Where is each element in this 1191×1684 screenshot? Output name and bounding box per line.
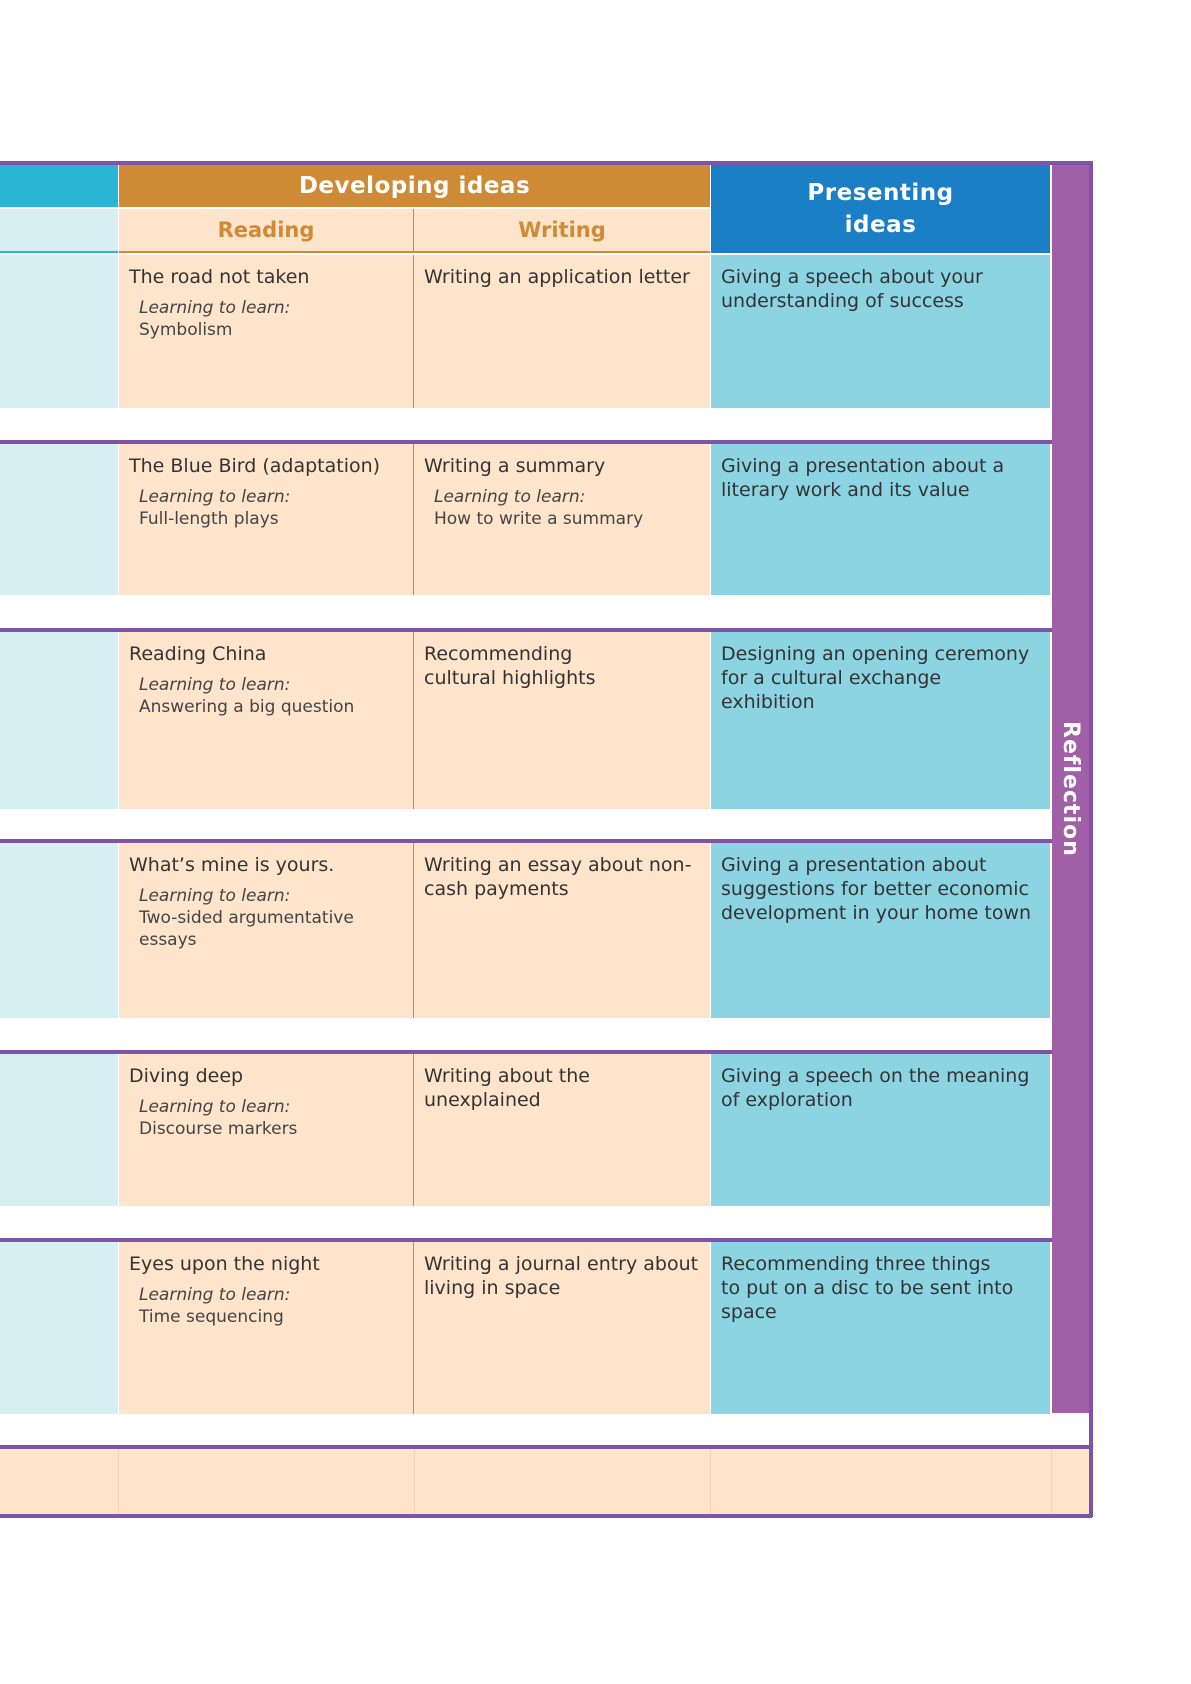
row-5-reading-learn-label: Learning to learn: <box>139 1097 291 1117</box>
row-1-writing-title: Writing an application letter <box>424 266 690 288</box>
row-2-writing-learn-label: Learning to learn: <box>434 487 586 507</box>
table-right-border <box>1089 161 1093 1517</box>
row-divider <box>0 1238 1052 1242</box>
footer-bottom-border <box>0 1514 1092 1518</box>
row-3-reading-cell: Reading China Learning to learn: Answeri… <box>119 632 414 809</box>
footer-column-divider <box>1051 1449 1052 1515</box>
presenting-ideas-header: Presenting ideas <box>711 165 1050 253</box>
row-4-reading-cell: What’s mine is yours. Learning to learn:… <box>119 843 414 1018</box>
row-1-presenting-text: Giving a speech about your understanding… <box>721 266 983 312</box>
row-3-writing-title: Recommending cultural highlights <box>424 643 596 689</box>
reflection-label: Reflection <box>1058 721 1083 857</box>
row-5-unit-cell <box>0 1054 118 1206</box>
reading-header: Reading <box>119 209 414 253</box>
header-left-subband <box>0 209 118 253</box>
row-1-reading-learn: Symbolism <box>139 320 233 340</box>
row-5-reading-cell: Diving deep Learning to learn: Discourse… <box>119 1054 414 1206</box>
footer-column-divider <box>710 1449 711 1515</box>
row-1-reading-cell: The road not taken Learning to learn: Sy… <box>119 255 414 408</box>
row-1-writing-cell: Writing an application letter <box>414 255 710 408</box>
row-1-reading-title: The road not taken <box>129 266 310 288</box>
row-6-reading-learn-label: Learning to learn: <box>139 1285 291 1305</box>
row-2-reading-learn-label: Learning to learn: <box>139 487 291 507</box>
header-left-band <box>0 165 118 207</box>
footer-column-divider <box>118 1449 119 1515</box>
footer-column-divider <box>414 1449 415 1515</box>
row-4-reading-title: What’s mine is yours. <box>129 854 335 876</box>
row-4-presenting-cell: Giving a presentation about suggestions … <box>711 843 1050 1018</box>
row-2-writing-learn: How to write a summary <box>434 509 644 529</box>
row-6-presenting-line-1: Recommending three things <box>721 1253 991 1275</box>
row-4-presenting-text: Giving a presentation about suggestions … <box>721 854 1032 924</box>
row-6-unit-cell <box>0 1242 118 1414</box>
row-6-writing-title: Writing a journal entry about living in … <box>424 1253 699 1299</box>
row-2-writing-cell: Writing a summary Learning to learn: How… <box>414 444 710 595</box>
table-top-border <box>0 161 1092 165</box>
row-6-presenting-cell: Recommending three things to put on a di… <box>711 1242 1050 1414</box>
row-6-reading-cell: Eyes upon the night Learning to learn: T… <box>119 1242 414 1414</box>
row-4-reading-learn-label: Learning to learn: <box>139 886 291 906</box>
row-3-unit-cell <box>0 632 118 809</box>
row-6-writing-cell: Writing a journal entry about living in … <box>414 1242 710 1414</box>
presenting-ideas-label: Presenting ideas <box>807 180 954 238</box>
row-2-unit-cell <box>0 444 118 595</box>
row-3-reading-title: Reading China <box>129 643 267 665</box>
reflection-label-wrap: Reflection <box>1052 165 1089 1413</box>
row-divider <box>0 440 1052 444</box>
row-6-reading-title: Eyes upon the night <box>129 1253 320 1275</box>
row-5-presenting-cell: Giving a speech on the meaning of explor… <box>711 1054 1050 1206</box>
footer-band <box>0 1449 1089 1515</box>
row-2-reading-title: The Blue Bird (adaptation) <box>129 455 381 477</box>
row-2-presenting-text: Giving a presentation about a literary w… <box>721 455 1005 501</box>
row-4-writing-title: Writing an essay about non-cash payments <box>424 854 692 900</box>
writing-header: Writing <box>414 209 710 253</box>
developing-ideas-header: Developing ideas <box>119 165 710 207</box>
row-3-reading-learn-label: Learning to learn: <box>139 675 291 695</box>
row-3-presenting-cell: Designing an opening ceremony for a cult… <box>711 632 1050 809</box>
footer-top-border <box>0 1445 1092 1449</box>
row-3-reading-learn: Answering a big question <box>139 697 355 717</box>
row-2-presenting-cell: Giving a presentation about a literary w… <box>711 444 1050 595</box>
row-divider <box>0 1050 1052 1054</box>
row-1-unit-cell <box>0 255 118 408</box>
row-4-reading-learn: Two-sided argumentative essays <box>139 908 354 950</box>
row-6-presenting-line-2: to put on a disc to be sent into space <box>721 1277 1014 1323</box>
reflection-band <box>1052 165 1089 1413</box>
row-5-writing-title: Writing about the unexplained <box>424 1065 590 1111</box>
row-divider <box>0 839 1052 843</box>
row-2-reading-cell: The Blue Bird (adaptation) Learning to l… <box>119 444 414 595</box>
row-4-writing-cell: Writing an essay about non-cash payments <box>414 843 710 1018</box>
row-3-writing-cell: Recommending cultural highlights <box>414 632 710 809</box>
row-1-reading-learn-label: Learning to learn: <box>139 298 291 318</box>
row-5-reading-learn: Discourse markers <box>139 1119 298 1139</box>
row-2-reading-learn: Full-length plays <box>139 509 279 529</box>
row-1-presenting-cell: Giving a speech about your understanding… <box>711 255 1050 408</box>
row-4-unit-cell <box>0 843 118 1018</box>
row-5-reading-title: Diving deep <box>129 1065 244 1087</box>
row-6-reading-learn: Time sequencing <box>139 1307 284 1327</box>
row-3-presenting-text: Designing an opening ceremony for a cult… <box>721 643 1030 713</box>
row-5-presenting-text: Giving a speech on the meaning of explor… <box>721 1065 1030 1111</box>
row-2-writing-title: Writing a summary <box>424 455 606 477</box>
row-5-writing-cell: Writing about the unexplained <box>414 1054 710 1206</box>
row-divider <box>0 628 1052 632</box>
